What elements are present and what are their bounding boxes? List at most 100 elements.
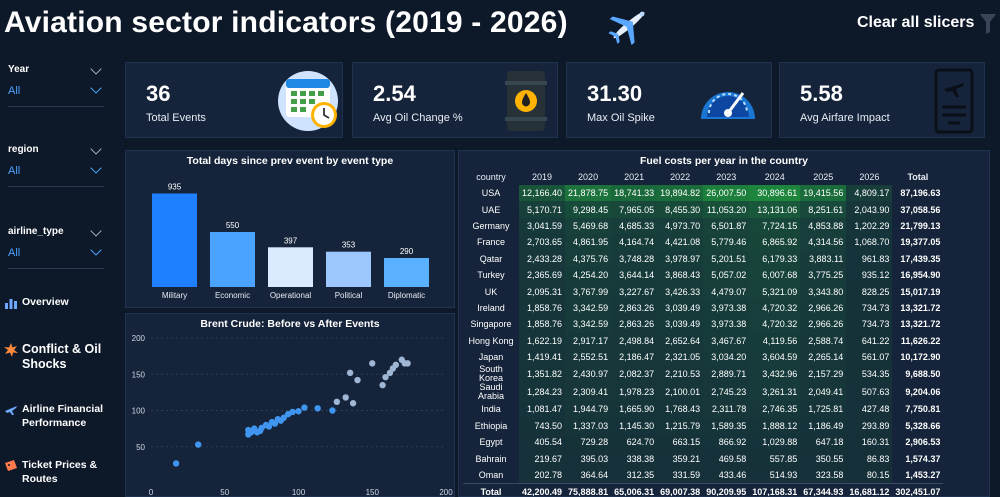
scatter-point[interactable] — [349, 400, 357, 407]
scatter-point[interactable] — [369, 360, 376, 367]
table-row[interactable]: Oman 202.78 364.64 312.35 331.59 433.46 514.93… — [463, 466, 943, 484]
column-header[interactable]: 2021 — [624, 172, 645, 182]
table-row[interactable]: South Korea 1,351.82 2,430.97 2,082.37 2,210… — [463, 364, 943, 384]
value-cell: 8,455.30 — [657, 201, 704, 218]
bar-political[interactable] — [326, 251, 371, 287]
value-cell: 2,186.47 — [611, 348, 658, 366]
table-row[interactable]: UK 2,095.31 3,767.99 3,227.67 3,426.33 4,479.… — [463, 283, 943, 300]
column-header[interactable]: 2020 — [578, 172, 599, 182]
kpi-value: 2.54 — [373, 81, 416, 106]
scatter-point[interactable] — [195, 441, 202, 448]
table-row[interactable]: Saudi Arabia 1,284.23 2,309.41 1,978.23 2,10… — [463, 383, 943, 402]
column-header[interactable]: 2023 — [716, 172, 737, 182]
value-cell: 1,284.23 — [519, 383, 566, 402]
nav-item-overview[interactable]: Overview — [4, 295, 108, 310]
value-cell: 350.55 — [800, 450, 847, 467]
value-cell: 3,644.14 — [611, 266, 658, 284]
scatter-point[interactable] — [301, 404, 308, 411]
value-cell: 647.18 — [800, 434, 847, 451]
table-row[interactable]: Ethiopia 743.50 1,337.03 1,145.30 1,215.79 1,… — [463, 417, 943, 435]
table-row[interactable]: Singapore 1,858.76 3,342.59 2,863.26 3,039.4… — [463, 316, 943, 333]
fuel-costs-table-panel: Fuel costs per year in the country count… — [458, 150, 990, 497]
table-row[interactable]: Turkey 2,365.69 4,254.20 3,644.14 3,868.43 5,… — [463, 266, 943, 284]
bar-category-label: Economic — [215, 291, 250, 300]
value-cell: 1,453.27 — [905, 469, 941, 480]
column-header[interactable]: country — [476, 172, 506, 182]
scatter-point[interactable] — [392, 361, 400, 369]
scatter-point[interactable] — [280, 414, 287, 421]
clear-all-slicers-button[interactable]: Clear all slicers — [857, 14, 975, 31]
slicer-year[interactable]: Year All — [8, 63, 104, 107]
scatter-point[interactable] — [333, 398, 341, 405]
value-cell: 19,415.56 — [800, 185, 847, 202]
kpi-value: 5.58 — [800, 81, 843, 106]
bar-operational[interactable] — [268, 247, 313, 287]
value-cell: 5,057.02 — [703, 266, 750, 284]
slicer-value[interactable]: All — [8, 247, 21, 259]
scatter-point[interactable] — [379, 381, 386, 389]
value-cell: 9,298.45 — [565, 201, 612, 218]
scatter-point[interactable] — [289, 408, 296, 416]
scatter-point[interactable] — [295, 408, 302, 415]
table-row[interactable]: France 2,703.65 4,861.95 4,164.74 4,421.08 5,… — [463, 234, 943, 251]
country-cell: South Korea — [478, 364, 504, 384]
table-row[interactable]: Japan 1,419.41 2,552.51 2,186.47 2,321.05 3,0… — [463, 348, 943, 366]
table-total-row[interactable]: Total 42,200.49 75,888.81 65,006.31 69,007.3… — [463, 482, 944, 496]
bar-diplomatic[interactable] — [384, 258, 429, 287]
slicer-airline-type[interactable]: airline_type All — [8, 225, 104, 269]
value-cell: 4,421.08 — [657, 234, 704, 251]
slicer-region[interactable]: region All — [8, 143, 104, 187]
scatter-point[interactable] — [342, 394, 349, 401]
bar-category-label: Diplomatic — [388, 291, 425, 300]
table-row[interactable]: Hong Kong 1,622.19 2,917.17 2,498.84 2,652.6… — [463, 332, 943, 349]
nav-item-conflict-oil-shocks[interactable]: Conflict & Oil Shocks — [4, 342, 108, 372]
column-header[interactable]: 2025 — [813, 172, 834, 182]
column-header[interactable]: 2019 — [532, 172, 553, 182]
value-cell: 2,652.64 — [657, 332, 704, 349]
column-header[interactable]: 2022 — [670, 172, 691, 182]
value-cell: 5,201.51 — [703, 250, 750, 267]
slicer-value[interactable]: All — [8, 165, 21, 177]
table-row[interactable]: Egypt 405.54 729.28 624.70 663.15 866.92 1,029… — [463, 434, 943, 451]
nav-item-ticket-prices-routes[interactable]: Ticket Prices & Routes — [4, 458, 108, 486]
value-cell: 4,720.32 — [749, 316, 801, 333]
table-row[interactable]: Qatar 2,433.28 4,375.76 3,748.28 3,978.97 5,2… — [463, 250, 943, 267]
table-row[interactable]: Germany 3,041.59 5,469.68 4,685.33 4,973.70 6… — [463, 217, 943, 235]
table-row[interactable]: USA 12,166.40 21,878.75 18,741.33 19,894.82 2… — [463, 185, 943, 202]
oil-barrel-icon — [505, 71, 547, 131]
table-row[interactable]: UAE 5,170.71 9,298.45 7,965.05 8,455.30 11,05… — [463, 201, 943, 218]
column-header[interactable]: 2024 — [764, 172, 785, 182]
column-header[interactable]: Total — [907, 172, 929, 182]
value-cell: 42,200.49 — [519, 482, 566, 496]
scatter-point[interactable] — [329, 407, 336, 414]
table-row[interactable]: Ireland 1,858.76 3,342.59 2,863.26 3,039.49 3… — [463, 299, 943, 317]
bar-economic[interactable] — [210, 232, 255, 287]
column-header[interactable]: 2026 — [859, 172, 880, 182]
value-cell: 935.12 — [846, 266, 893, 284]
bar-category-label: Political — [335, 291, 363, 300]
bar-military[interactable] — [152, 193, 197, 288]
value-cell: 1,665.90 — [611, 401, 658, 418]
scatter-point[interactable] — [172, 460, 180, 467]
table-row[interactable]: Bahrain 219.67 395.03 338.38 359.21 469.58 557… — [463, 450, 943, 467]
value-cell: 15,017.19 — [900, 286, 941, 297]
filter-clear-icon[interactable] — [978, 10, 998, 38]
country-cell: Hong Kong — [468, 335, 514, 346]
value-cell: 2,321.05 — [657, 348, 704, 366]
value-cell: 6,501.87 — [703, 217, 750, 235]
slicer-value[interactable]: All — [8, 85, 21, 97]
scatter-point[interactable] — [346, 369, 354, 376]
country-cell: Qatar — [479, 253, 503, 264]
value-cell: 561.07 — [846, 348, 893, 366]
value-cell: 1,145.30 — [611, 417, 658, 435]
scatter-point[interactable] — [382, 373, 389, 381]
scatter-point[interactable] — [404, 360, 411, 367]
scatter-point[interactable] — [354, 376, 361, 384]
bar-chart-icon — [5, 299, 17, 309]
value-cell: 3,227.67 — [611, 283, 658, 300]
value-cell: 557.85 — [749, 450, 801, 467]
nav-item-airline-financial-performance[interactable]: Airline Financial Performance — [4, 402, 108, 430]
table-row[interactable]: India 1,081.47 1,944.79 1,665.90 1,768.43 2,3… — [463, 401, 943, 418]
scatter-point[interactable] — [314, 405, 321, 412]
value-cell: 433.46 — [703, 466, 750, 484]
